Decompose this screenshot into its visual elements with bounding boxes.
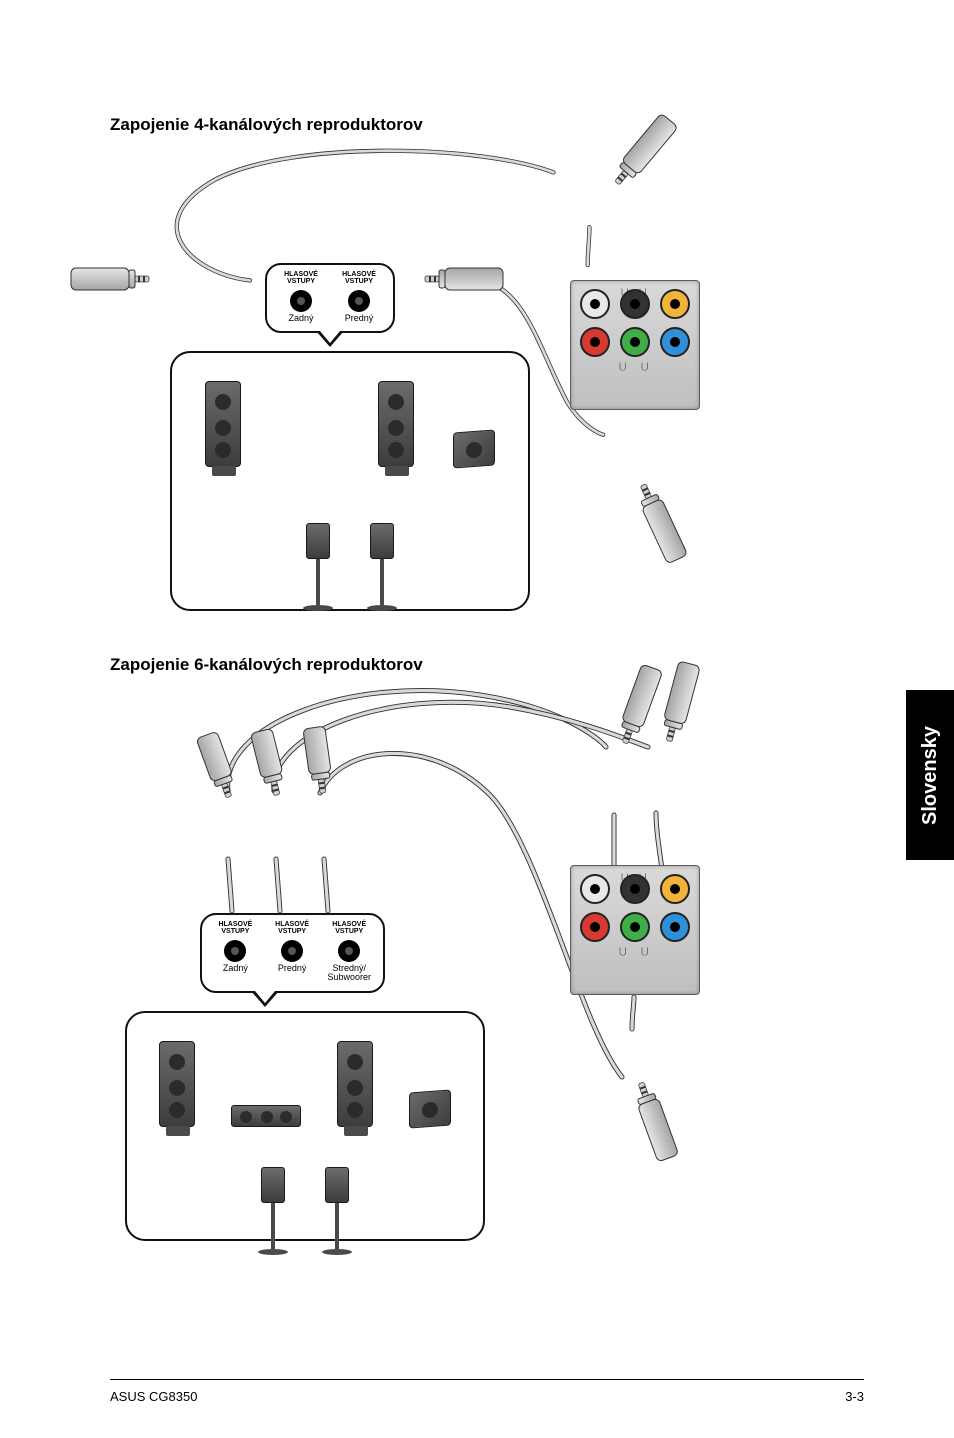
audio-plug <box>297 715 337 795</box>
audio-port <box>580 874 610 904</box>
port-row-bottom <box>571 912 699 942</box>
panel-icon: ⋃ <box>641 361 651 375</box>
speaker-sub <box>453 430 495 469</box>
input-label: HLASOVÉ VSTUPY <box>214 921 257 936</box>
input-label: HLASOVÉ VSTUPY <box>279 271 323 286</box>
footer-page: 3-3 <box>845 1389 864 1404</box>
audio-plug <box>60 264 149 294</box>
speaker-tower <box>205 381 241 467</box>
input-label: HLASOVÉ VSTUPY <box>327 921 371 936</box>
speaker-stand <box>261 1167 285 1255</box>
language-tab-label: Slovensky <box>919 726 942 825</box>
input-sublabel: Predný <box>278 964 307 973</box>
audio-plug <box>627 1078 686 1174</box>
input-jack <box>338 940 360 962</box>
language-tab: Slovensky <box>906 690 954 860</box>
panel-icon: ⋃ <box>619 361 629 375</box>
panel-icon: ⋃ <box>619 946 629 960</box>
audio-port <box>660 874 690 904</box>
audio-port <box>620 327 650 357</box>
input-jack <box>348 290 370 312</box>
speaker-sub <box>409 1090 451 1129</box>
input-column: HLASOVÉ VSTUPY Predný <box>271 921 314 983</box>
audio-port <box>620 912 650 942</box>
heading-4ch: Zapojenie 4-kanálových reproduktorov <box>110 115 854 135</box>
audio-port <box>660 289 690 319</box>
speakers-box-6ch <box>125 1011 485 1241</box>
speaker-stand <box>306 523 330 611</box>
diagram-6ch: HLASOVÉ VSTUPYZadnýHLASOVÉ VSTUPYPrednýH… <box>110 685 750 1245</box>
input-sublabel: Predný <box>345 314 374 323</box>
input-column: HLASOVÉ VSTUPY Stredný/ Subwoorer <box>327 921 371 983</box>
audio-port <box>660 327 690 357</box>
audio-port <box>620 289 650 319</box>
speaker-tower <box>378 381 414 467</box>
port-row-top <box>571 289 699 319</box>
speakers-box-4ch <box>170 351 530 611</box>
audio-port <box>620 874 650 904</box>
audio-plug <box>189 720 244 803</box>
port-row-bottom <box>571 327 699 357</box>
speaker-stand <box>325 1167 349 1255</box>
input-jack <box>290 290 312 312</box>
diagram-4ch: HLASOVÉ VSTUPYZadnýHLASOVÉ VSTUPYPredný … <box>110 145 750 625</box>
input-jack <box>281 940 303 962</box>
input-sublabel: Zadný <box>223 964 248 973</box>
speaker-tower <box>337 1041 373 1127</box>
audio-port <box>580 327 610 357</box>
heading-6ch: Zapojenie 6-kanálových reproduktorov <box>110 655 854 675</box>
input-block-6ch: HLASOVÉ VSTUPYZadnýHLASOVÉ VSTUPYPrednýH… <box>200 913 385 993</box>
audio-plug <box>244 717 292 799</box>
audio-port <box>580 912 610 942</box>
audio-port <box>660 912 690 942</box>
audio-port <box>580 289 610 319</box>
speaker-stand <box>370 523 394 611</box>
speaker-tower <box>159 1041 195 1127</box>
audio-plug <box>629 479 695 576</box>
input-jack <box>224 940 246 962</box>
input-column: HLASOVÉ VSTUPY Predný <box>337 271 381 323</box>
input-sublabel: Zadný <box>288 314 313 323</box>
input-sublabel: Stredný/ Subwoorer <box>327 964 371 983</box>
audio-plug <box>425 264 514 294</box>
audio-panel-4ch: ⋃ ⋃ ⋃ ⋃ <box>570 280 700 410</box>
input-label: HLASOVÉ VSTUPY <box>271 921 314 936</box>
input-label: HLASOVÉ VSTUPY <box>337 271 381 286</box>
panel-icon: ⋃ <box>641 946 651 960</box>
footer-model: ASUS CG8350 <box>110 1389 197 1404</box>
audio-panel-6ch: ⋃ ⋃ ⋃ ⋃ <box>570 865 700 995</box>
port-row-top <box>571 874 699 904</box>
speaker-center <box>231 1105 301 1127</box>
footer-divider <box>110 1379 864 1380</box>
input-column: HLASOVÉ VSTUPY Zadný <box>279 271 323 323</box>
input-column: HLASOVÉ VSTUPY Zadný <box>214 921 257 983</box>
input-block-4ch: HLASOVÉ VSTUPY Zadný HLASOVÉ VSTUPY Predný <box>265 263 395 333</box>
